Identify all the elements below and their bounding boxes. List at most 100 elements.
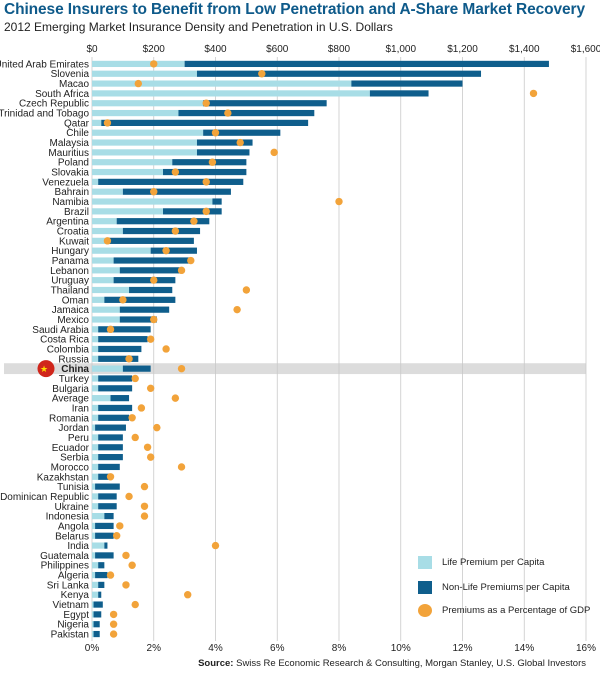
category-label: Jordan (58, 423, 89, 434)
category-label: Slovenia (51, 69, 90, 80)
bar-nonlife (163, 168, 247, 176)
bar-life (92, 512, 105, 520)
category-label: Iran (72, 403, 89, 414)
bar-life (92, 444, 99, 451)
dot-premium-pct (153, 423, 161, 432)
bar-life (92, 306, 120, 313)
bottom-tick-label: 2% (147, 643, 162, 654)
bar-nonlife (184, 60, 549, 68)
bar-life (92, 129, 204, 136)
dot-premium-pct (113, 532, 121, 540)
dot-premium-pct (140, 482, 149, 491)
bar-life (92, 60, 185, 68)
dot-premium-pct (122, 551, 130, 560)
bar-nonlife (119, 306, 170, 313)
bar-nonlife (351, 80, 463, 87)
dot-premium-pct (177, 266, 186, 275)
highlight-row (4, 363, 586, 375)
category-label: Peru (68, 433, 89, 444)
bar-life (92, 168, 164, 176)
bar-nonlife (93, 611, 102, 618)
dot-premium-pct (125, 355, 133, 363)
bar-nonlife (116, 218, 210, 225)
category-label: Kuwait (59, 236, 89, 247)
bar-nonlife (98, 404, 133, 412)
bar-life (92, 336, 99, 343)
bar-life (92, 493, 99, 500)
bar-nonlife (104, 296, 176, 303)
bar-nonlife (98, 178, 244, 185)
bar-nonlife (104, 512, 114, 520)
bar-life (92, 355, 99, 362)
bar-life (92, 503, 99, 510)
dot-premium-pct (146, 453, 155, 461)
bar-life (92, 188, 123, 195)
bar-life (92, 159, 173, 166)
bar-nonlife (196, 149, 250, 156)
category-label: Brazil (64, 207, 89, 218)
category-label: Bulgaria (52, 384, 89, 395)
category-label: Guatemala (40, 551, 89, 562)
category-label: Morocco (51, 462, 90, 473)
category-label: Uruguay (51, 276, 89, 287)
bar-life (92, 247, 151, 254)
top-tick-label: $0 (86, 44, 98, 55)
dot-premium-pct (150, 315, 158, 324)
bar-life (92, 483, 96, 490)
dot-premium-pct (202, 99, 210, 107)
dot-premium-pct (125, 492, 133, 501)
legend-label-pct: Premiums as a Percentage of GDP (442, 605, 591, 616)
bar-nonlife (101, 119, 309, 126)
bar-life (92, 326, 99, 333)
bar-life (92, 562, 99, 569)
bottom-tick-label: 4% (208, 643, 223, 654)
category-label: Pakistan (51, 630, 89, 641)
bar-nonlife (98, 581, 105, 589)
bar-nonlife (110, 395, 130, 402)
category-label: Philippines (41, 561, 89, 572)
bar-nonlife (212, 198, 222, 205)
bar-nonlife (95, 522, 114, 530)
dot-premium-pct (211, 541, 220, 550)
dot-premium-pct (146, 384, 155, 393)
bar-life (92, 571, 96, 579)
dot-premium-pct (150, 60, 158, 68)
category-label: Argentina (46, 217, 89, 228)
top-tick-label: $1,000 (385, 44, 416, 55)
dot-premium-pct (131, 374, 139, 383)
bottom-tick-label: 8% (332, 643, 347, 654)
dot-premium-pct (103, 119, 112, 127)
bar-nonlife (98, 473, 111, 480)
category-label: Kenya (61, 590, 90, 601)
bar-nonlife (98, 345, 142, 353)
category-label: Trinidad and Tobago (0, 109, 89, 120)
dot-premium-pct (171, 227, 180, 235)
bar-nonlife (98, 463, 120, 471)
dot-premium-pct (131, 600, 139, 609)
bar-nonlife (196, 70, 482, 77)
category-label: Lebanon (50, 266, 89, 277)
category-label: Ukraine (55, 502, 90, 513)
bar-nonlife (98, 336, 148, 343)
bar-life (92, 149, 197, 156)
dot-premium-pct (211, 129, 220, 137)
bar-life (92, 316, 120, 323)
dot-premium-pct (106, 473, 115, 481)
dot-premium-pct (187, 256, 195, 265)
dot-premium-pct (140, 512, 149, 520)
bar-nonlife (107, 237, 194, 244)
bar-life (92, 424, 96, 431)
category-label: Costa Rica (40, 335, 89, 346)
bar-life (92, 621, 94, 628)
bar-life (92, 591, 99, 598)
top-tick-label: $1,200 (447, 44, 478, 55)
bar-nonlife (98, 503, 117, 510)
category-label: Czech Republic (19, 99, 89, 110)
bar-life (92, 375, 99, 382)
bar-nonlife (113, 277, 176, 284)
dot-premium-pct (162, 345, 170, 353)
category-label: China (61, 364, 89, 375)
category-label: Thailand (51, 286, 89, 297)
category-label: Dominican Republic (0, 492, 89, 503)
bar-nonlife (98, 326, 151, 333)
